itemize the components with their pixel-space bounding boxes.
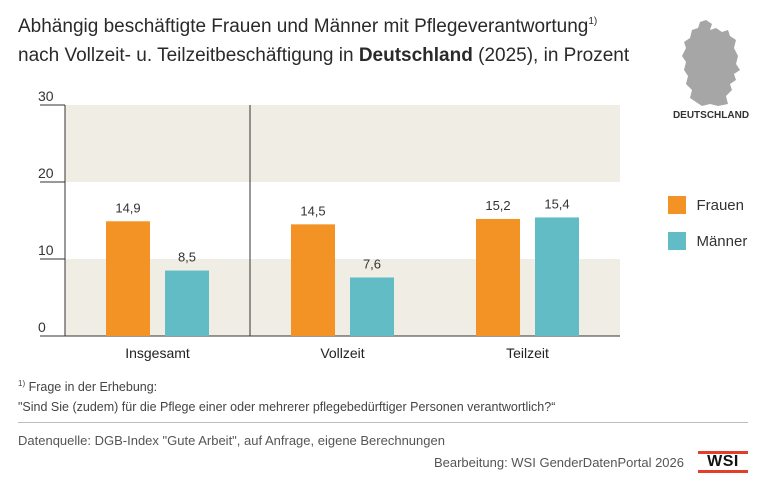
y-tick-label: 10	[38, 242, 54, 258]
y-tick-label: 20	[38, 165, 54, 181]
bar-maenner	[350, 277, 394, 336]
title-line-1: Abhängig beschäftigte Frauen und Männer …	[18, 16, 598, 37]
bar-frauen	[476, 218, 520, 336]
footnote-line-2: "Sind Sie (zudem) für die Pflege einer o…	[18, 400, 556, 414]
bar-maenner	[535, 217, 579, 336]
x-category-label: Insgesamt	[125, 345, 190, 361]
x-category-label: Vollzeit	[320, 345, 364, 361]
bar-frauen	[106, 221, 150, 336]
band-0-10	[65, 259, 620, 336]
map-label: DEUTSCHLAND	[672, 110, 750, 121]
legend-item-frauen: Frauen	[668, 196, 744, 214]
footnote-marker: 1)	[18, 379, 26, 388]
title-line-2: nach Vollzeit- u. Teilzeitbeschäftigung …	[18, 45, 630, 66]
data-source: Datenquelle: DGB-Index "Gute Arbeit", au…	[18, 433, 445, 448]
data-label: 7,6	[363, 256, 381, 271]
editor-credit: Bearbeitung: WSI GenderDatenPortal 2026	[433, 455, 684, 470]
band-20-30	[65, 105, 620, 182]
data-label: 14,5	[300, 203, 325, 218]
footer-divider	[18, 422, 748, 423]
legend-label-frauen: Frauen	[696, 196, 744, 214]
footnote-line-1: 1) Frage in der Erhebung:	[18, 379, 158, 394]
data-label: 15,2	[485, 198, 510, 213]
title-footnote-marker: 1)	[588, 16, 598, 27]
legend-swatch-maenner	[668, 232, 686, 250]
x-category-label: Teilzeit	[506, 345, 549, 361]
data-label: 14,9	[115, 200, 140, 215]
legend-item-maenner: Männer	[668, 232, 747, 250]
bar-maenner	[165, 270, 209, 336]
y-tick-label: 30	[38, 88, 54, 104]
bar-frauen	[291, 224, 335, 336]
legend-label-maenner: Männer	[696, 232, 748, 250]
germany-map-icon	[682, 20, 740, 106]
footnote: 1) Frage in der Erhebung: "Sind Sie (zud…	[18, 378, 718, 416]
data-label: 15,4	[544, 196, 569, 211]
chart-title: Abhängig beschäftigte Frauen und Männer …	[18, 14, 668, 69]
wsi-logo: WSI	[698, 451, 748, 473]
data-label: 8,5	[178, 250, 196, 265]
legend-swatch-frauen	[668, 196, 686, 214]
y-tick-label: 0	[38, 319, 46, 335]
bar-chart: 0 10 20 30 14,9 8,5 Insgesamt 14,5 7,6 Vollzeit 15…	[38, 88, 620, 361]
